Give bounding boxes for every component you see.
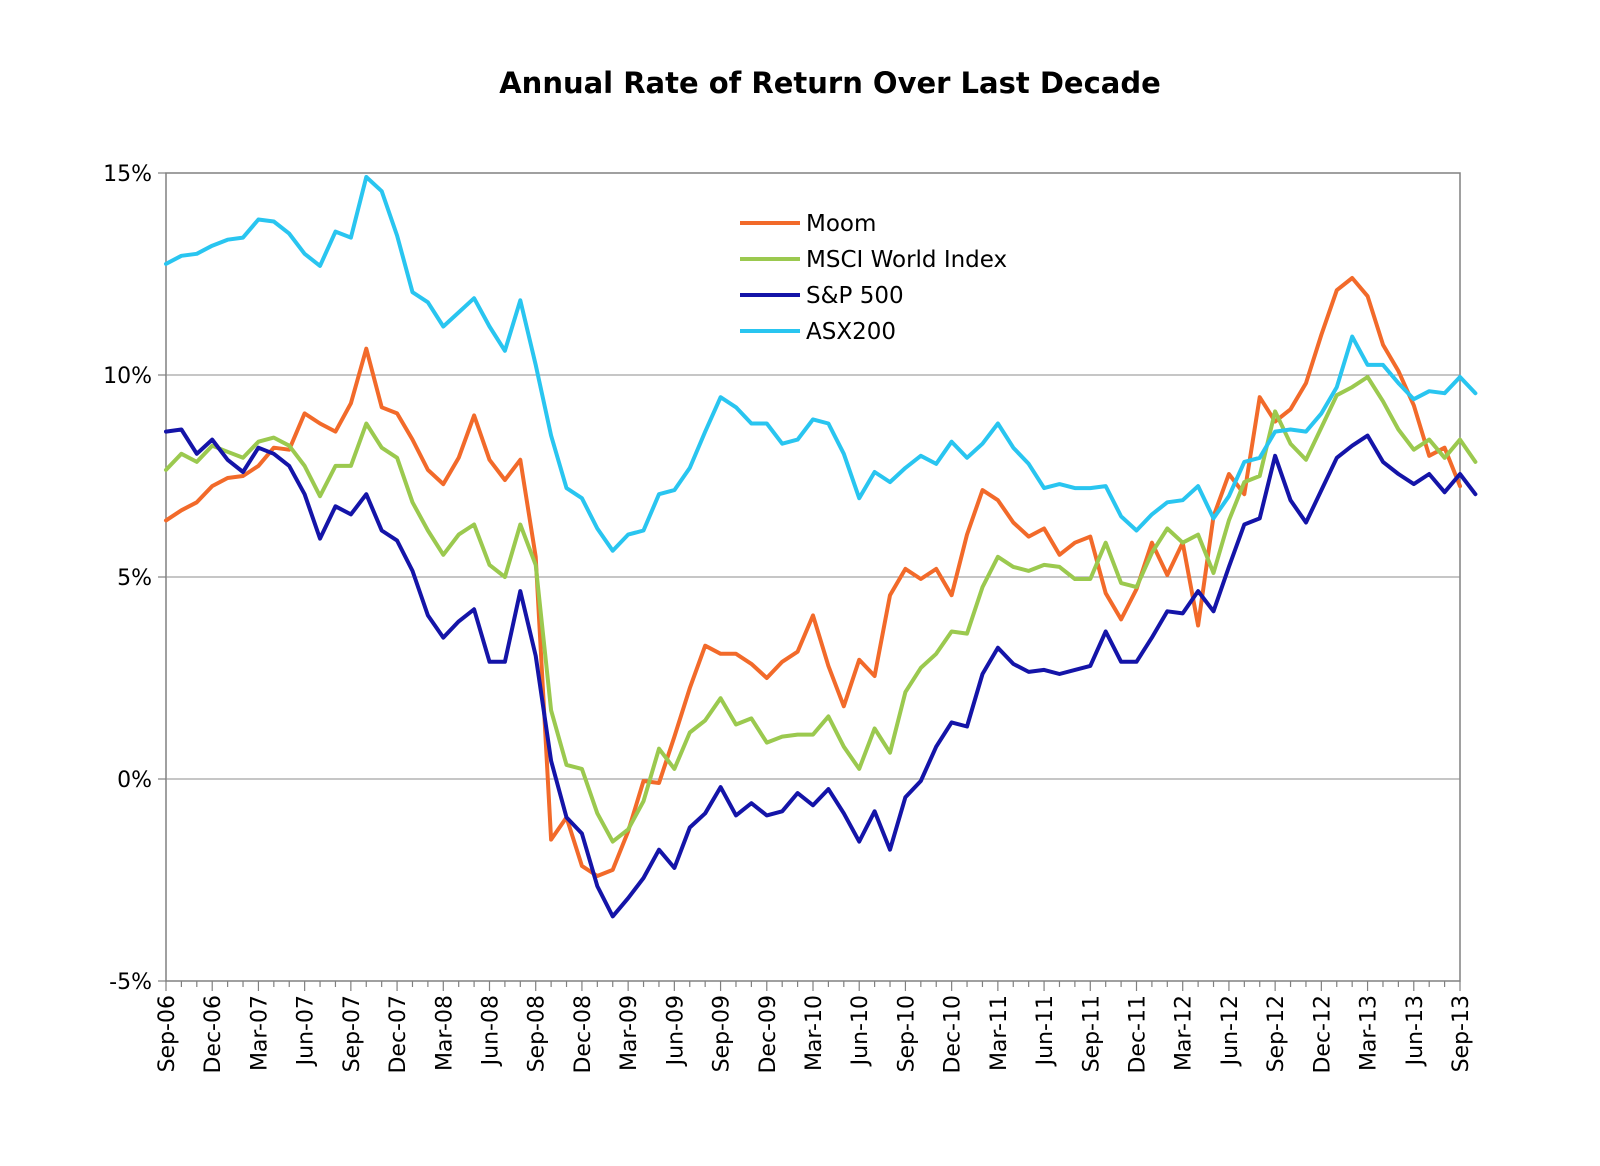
x-tick-label: Sep-07 [340,995,365,1072]
y-tick-label: 15% [103,162,152,187]
x-tick-label: Dec-06 [201,995,226,1074]
x-tick-label: Mar-13 [1357,995,1382,1071]
x-tick-label: Sep-12 [1264,995,1289,1072]
legend-label: MSCI World Index [806,247,1007,273]
x-tick-label: Sep-06 [155,995,180,1072]
legend-label: ASX200 [806,319,896,345]
x-tick-label: Jun-10 [848,995,873,1067]
x-tick-label: Mar-07 [247,995,272,1071]
x-tick-label: Mar-09 [617,995,642,1071]
x-tick-label: Mar-12 [1172,995,1197,1071]
series-line-msci-world-index [164,375,1478,844]
x-tick-label: Dec-12 [1310,995,1335,1074]
x-tick-label: Sep-13 [1449,995,1474,1072]
x-tick-label: Dec-07 [386,995,411,1074]
series-line-asx200 [164,175,1478,553]
x-tick-label: Dec-11 [1126,995,1151,1074]
y-tick-label: 5% [117,566,152,591]
y-tick-label: 0% [117,768,152,793]
series-line-moom [164,276,1462,878]
x-tick-label: Dec-09 [756,995,781,1074]
x-tick-label: Sep-10 [894,995,919,1072]
x-tick-label: Dec-08 [571,995,596,1074]
x-tick-label: Sep-11 [1079,995,1104,1072]
y-tick-label: 10% [103,364,152,389]
series-line-s-p-500 [164,427,1478,919]
y-tick-label: -5% [109,970,152,995]
x-tick-label: Sep-09 [710,995,735,1072]
x-tick-label: Mar-10 [802,995,827,1071]
x-tick-label: Jun-13 [1403,995,1428,1067]
x-tick-label: Dec-10 [941,995,966,1074]
x-tick-label: Sep-08 [525,995,550,1072]
x-tick-label: Mar-08 [432,995,457,1071]
x-tick-label: Mar-11 [987,995,1012,1071]
x-tick-label: Jun-07 [294,995,319,1067]
legend-label: S&P 500 [806,283,904,309]
x-tick-label: Jun-09 [663,995,688,1067]
x-tick-label: Jun-12 [1218,995,1243,1067]
legend-label: Moom [806,211,876,237]
x-tick-label: Jun-08 [479,995,504,1067]
x-tick-label: Jun-11 [1033,995,1058,1067]
chart-title: Annual Rate of Return Over Last Decade [499,66,1161,100]
